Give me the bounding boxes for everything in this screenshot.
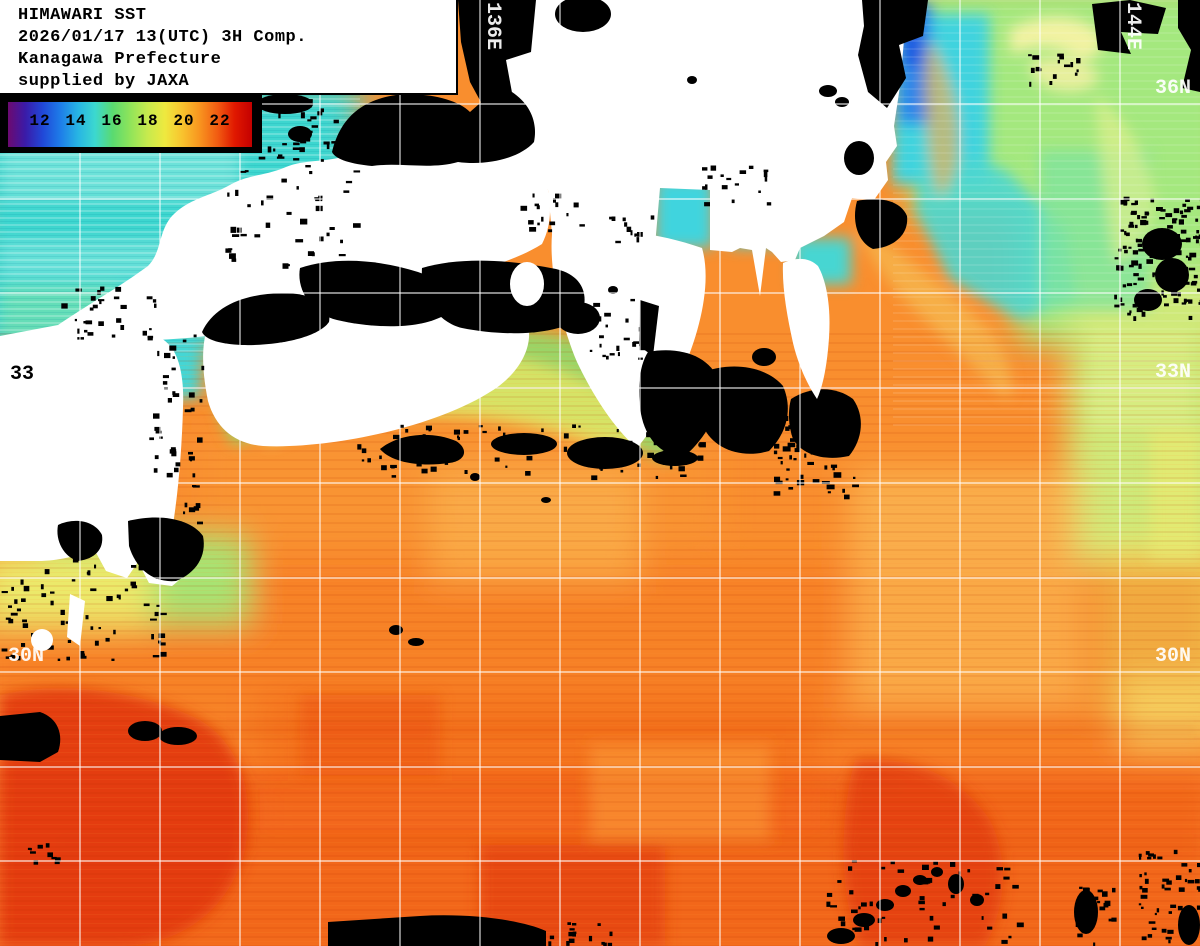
credit-label: supplied by JAXA	[18, 72, 190, 91]
colorbar-tick-label: 22	[209, 112, 231, 130]
colorbar-tick-label: 16	[101, 112, 123, 130]
land-awaji-island	[510, 262, 544, 306]
title-box: HIMAWARI SST 2026/01/17 13(UTC) 3H Comp.…	[0, 0, 458, 95]
colorbar-tick-label: 12	[29, 112, 51, 130]
colorbar-strip: 12 14 16 18 20 22	[0, 92, 262, 153]
prefecture-label: Kanagawa Prefecture	[18, 50, 222, 69]
land-izu-peninsula	[782, 258, 830, 399]
cloud-speckle-layer	[1, 53, 1200, 946]
land-yakushima-island	[31, 629, 53, 651]
colorbar-tick-label: 20	[173, 112, 195, 130]
colorbar-tick-label: 18	[137, 112, 159, 130]
product-title: HIMAWARI SST	[18, 6, 147, 25]
colorbar-tick-label: 14	[65, 112, 87, 130]
colorbar-gradient: 12 14 16 18 20 22	[8, 102, 252, 147]
land-chugoku	[58, 136, 550, 341]
datetime-label: 2026/01/17 13(UTC) 3H Comp.	[18, 28, 307, 47]
